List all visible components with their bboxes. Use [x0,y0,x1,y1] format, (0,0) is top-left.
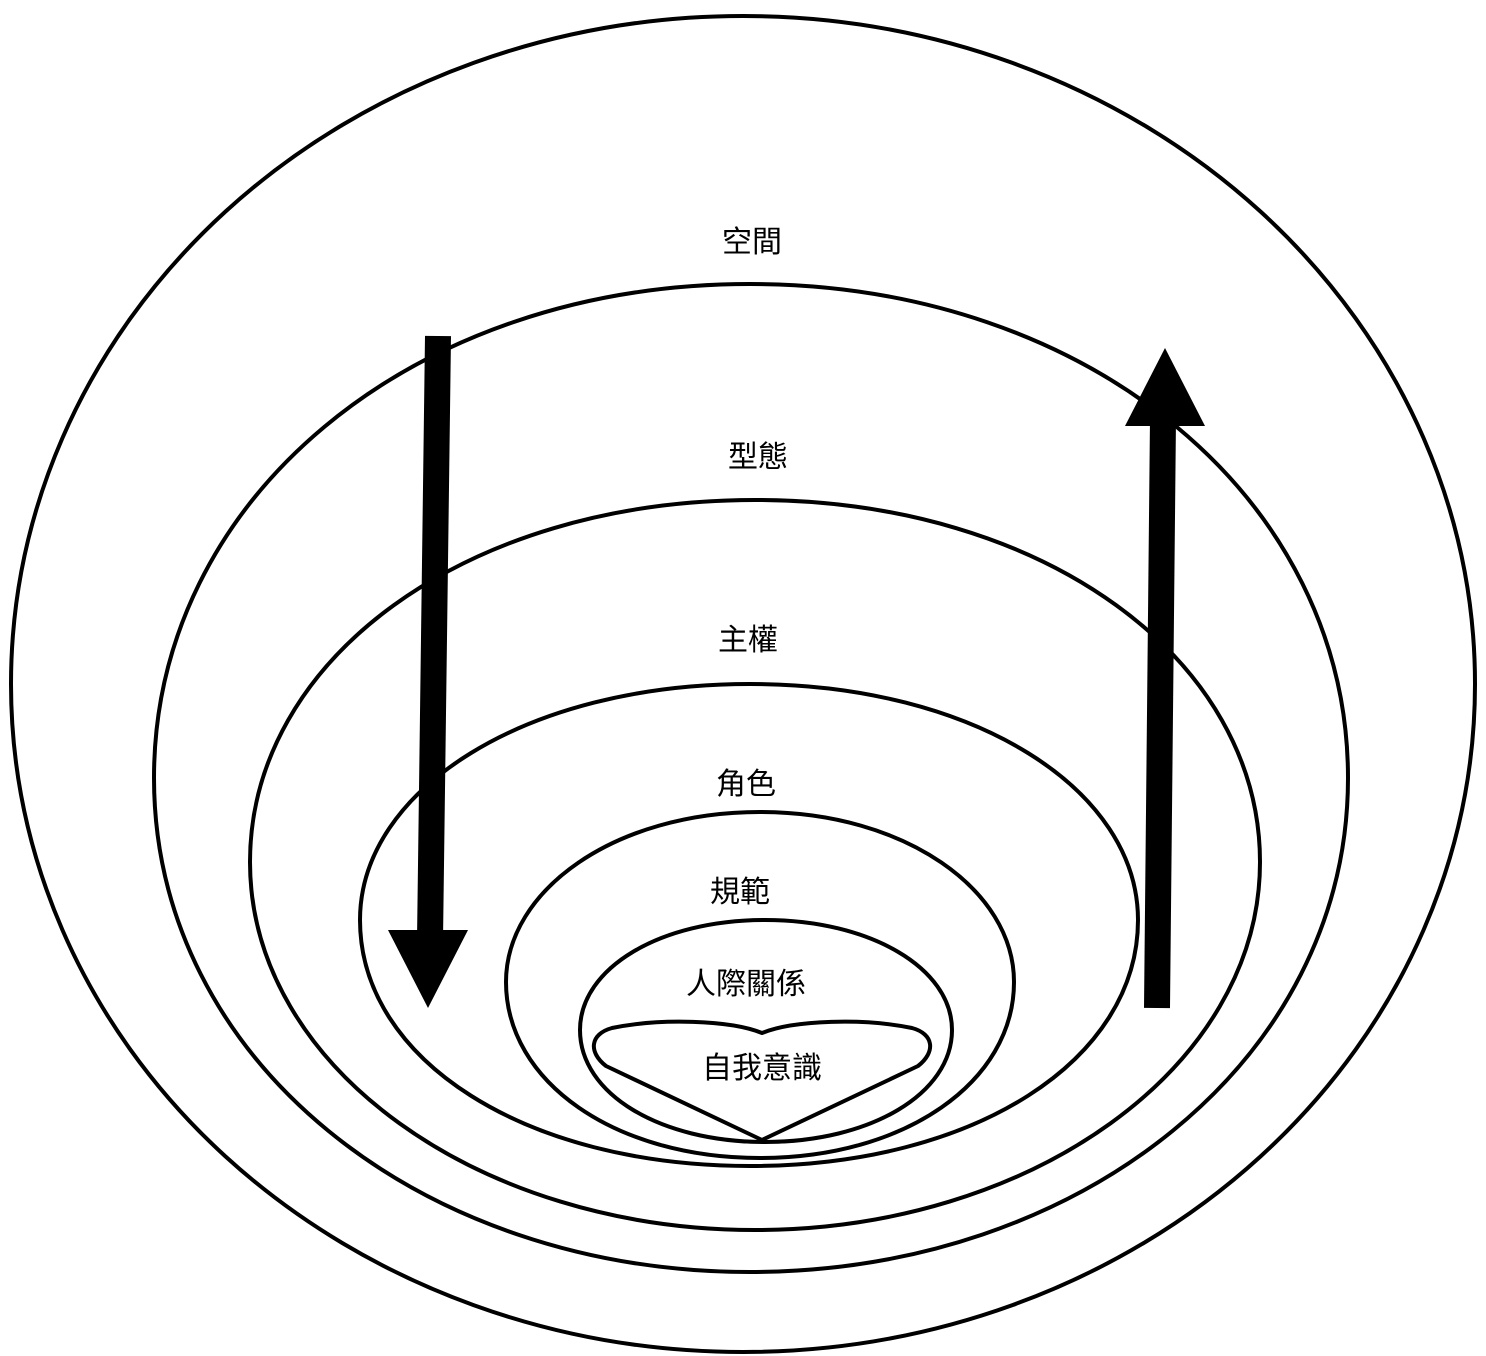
ring-norms [503,809,1017,1161]
label-form: 型態 [728,440,788,475]
label-sovereignty: 主權 [718,623,778,658]
heart-self [592,1019,932,1142]
label-interpersonal: 人際關係 [686,967,806,1002]
arrow-up-head [1125,348,1205,426]
label-norms: 規範 [710,875,770,910]
label-role: 角色 [716,767,776,802]
ring-role [357,681,1141,1169]
ring-form [151,281,1351,1275]
label-self: 自我意識 [702,1051,822,1086]
ring-sovereignty [247,497,1263,1233]
label-space: 空間 [722,225,782,260]
ring-interpersonal [577,917,955,1145]
arrow-down-head [388,930,468,1008]
arrow-up-icon [1125,348,1205,1009]
arrow-down-icon [388,335,468,1008]
arrow-down-shaft [417,335,451,941]
arrow-up-shaft [1144,417,1176,1009]
ring-space [9,14,1477,1354]
